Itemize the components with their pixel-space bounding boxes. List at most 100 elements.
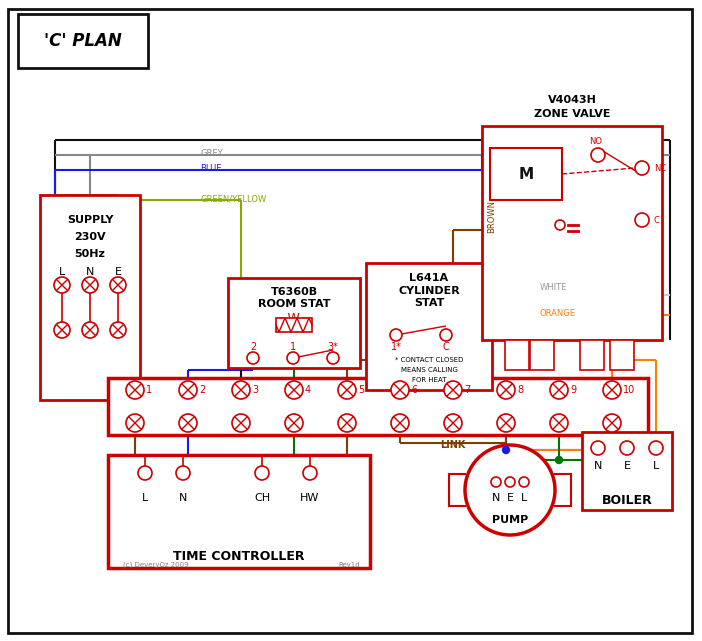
Text: 5: 5 (358, 385, 364, 395)
Circle shape (176, 466, 190, 480)
Circle shape (82, 322, 98, 338)
Circle shape (620, 441, 634, 455)
Text: N: N (179, 493, 187, 503)
Bar (490, 148, 562, 200)
Bar (108, 378, 648, 435)
Circle shape (440, 329, 452, 341)
Circle shape (591, 148, 605, 162)
Circle shape (635, 161, 649, 175)
Text: 8: 8 (517, 385, 523, 395)
Circle shape (303, 466, 317, 480)
Text: 230V: 230V (74, 232, 106, 242)
Text: 2: 2 (199, 385, 205, 395)
Text: LINK: LINK (440, 440, 465, 450)
Text: GREEN/YELLOW: GREEN/YELLOW (200, 194, 266, 203)
Text: SUPPLY: SUPPLY (67, 215, 113, 225)
Text: TIME CONTROLLER: TIME CONTROLLER (173, 549, 305, 563)
Circle shape (126, 414, 144, 432)
Bar (580, 340, 604, 370)
Circle shape (138, 466, 152, 480)
Text: 10: 10 (623, 385, 635, 395)
Bar (276, 318, 312, 332)
Text: BLUE: BLUE (200, 164, 222, 173)
Text: V4043H: V4043H (548, 95, 597, 105)
Circle shape (287, 352, 299, 364)
Text: N: N (492, 493, 501, 503)
Bar (40, 195, 140, 400)
Text: FOR HEAT: FOR HEAT (412, 377, 446, 383)
Text: L641A: L641A (409, 273, 449, 283)
Bar (108, 455, 370, 568)
Text: N: N (86, 267, 94, 277)
Circle shape (255, 466, 269, 480)
Text: GREY: GREY (200, 149, 223, 158)
Circle shape (635, 213, 649, 227)
Circle shape (555, 220, 565, 230)
Text: C: C (654, 215, 660, 224)
Circle shape (550, 381, 568, 399)
Text: NC: NC (654, 163, 666, 172)
Circle shape (82, 277, 98, 293)
Circle shape (285, 414, 303, 432)
Bar (482, 126, 662, 340)
Circle shape (390, 329, 402, 341)
Circle shape (603, 414, 621, 432)
Text: L: L (521, 493, 527, 503)
Circle shape (591, 441, 605, 455)
Circle shape (497, 381, 515, 399)
Circle shape (338, 381, 356, 399)
Circle shape (550, 414, 568, 432)
Text: C: C (443, 342, 449, 352)
Text: T6360B: T6360B (270, 287, 317, 297)
Circle shape (497, 414, 515, 432)
Circle shape (649, 441, 663, 455)
Circle shape (444, 414, 462, 432)
Bar (228, 278, 360, 368)
Text: NO: NO (590, 137, 602, 146)
Circle shape (555, 456, 562, 463)
Circle shape (110, 322, 126, 338)
Circle shape (327, 352, 339, 364)
Circle shape (338, 414, 356, 432)
Circle shape (110, 277, 126, 293)
Bar (505, 340, 529, 370)
Text: CYLINDER: CYLINDER (398, 286, 460, 296)
Text: BOILER: BOILER (602, 494, 652, 506)
Text: L: L (142, 493, 148, 503)
Circle shape (179, 381, 197, 399)
Circle shape (391, 414, 409, 432)
Circle shape (465, 445, 555, 535)
Bar (366, 263, 492, 390)
Text: 4: 4 (305, 385, 311, 395)
Text: ORANGE: ORANGE (540, 309, 576, 318)
Circle shape (519, 477, 529, 487)
Bar (610, 340, 634, 370)
Circle shape (505, 477, 515, 487)
Circle shape (126, 381, 144, 399)
Text: PUMP: PUMP (492, 515, 528, 525)
Text: 3*: 3* (328, 342, 338, 352)
Text: 1: 1 (290, 342, 296, 352)
Circle shape (232, 414, 250, 432)
Text: Rev1d: Rev1d (338, 562, 360, 568)
Text: ROOM STAT: ROOM STAT (258, 299, 330, 309)
Circle shape (491, 477, 501, 487)
Text: L: L (653, 461, 659, 471)
Text: 1*: 1* (390, 342, 402, 352)
Text: L: L (59, 267, 65, 277)
Text: 50Hz: 50Hz (74, 249, 105, 259)
Text: E: E (623, 461, 630, 471)
Circle shape (285, 381, 303, 399)
Text: 1: 1 (146, 385, 152, 395)
Text: HW: HW (300, 493, 319, 503)
Text: ZONE VALVE: ZONE VALVE (534, 109, 610, 119)
Circle shape (603, 381, 621, 399)
Text: ~W~: ~W~ (277, 312, 311, 324)
Text: E: E (114, 267, 121, 277)
Bar (18, 14, 148, 68)
Text: 7: 7 (464, 385, 470, 395)
Circle shape (391, 381, 409, 399)
Text: * CONTACT CLOSED: * CONTACT CLOSED (395, 357, 463, 363)
Text: MEANS CALLING: MEANS CALLING (401, 367, 458, 373)
Text: 6: 6 (411, 385, 417, 395)
